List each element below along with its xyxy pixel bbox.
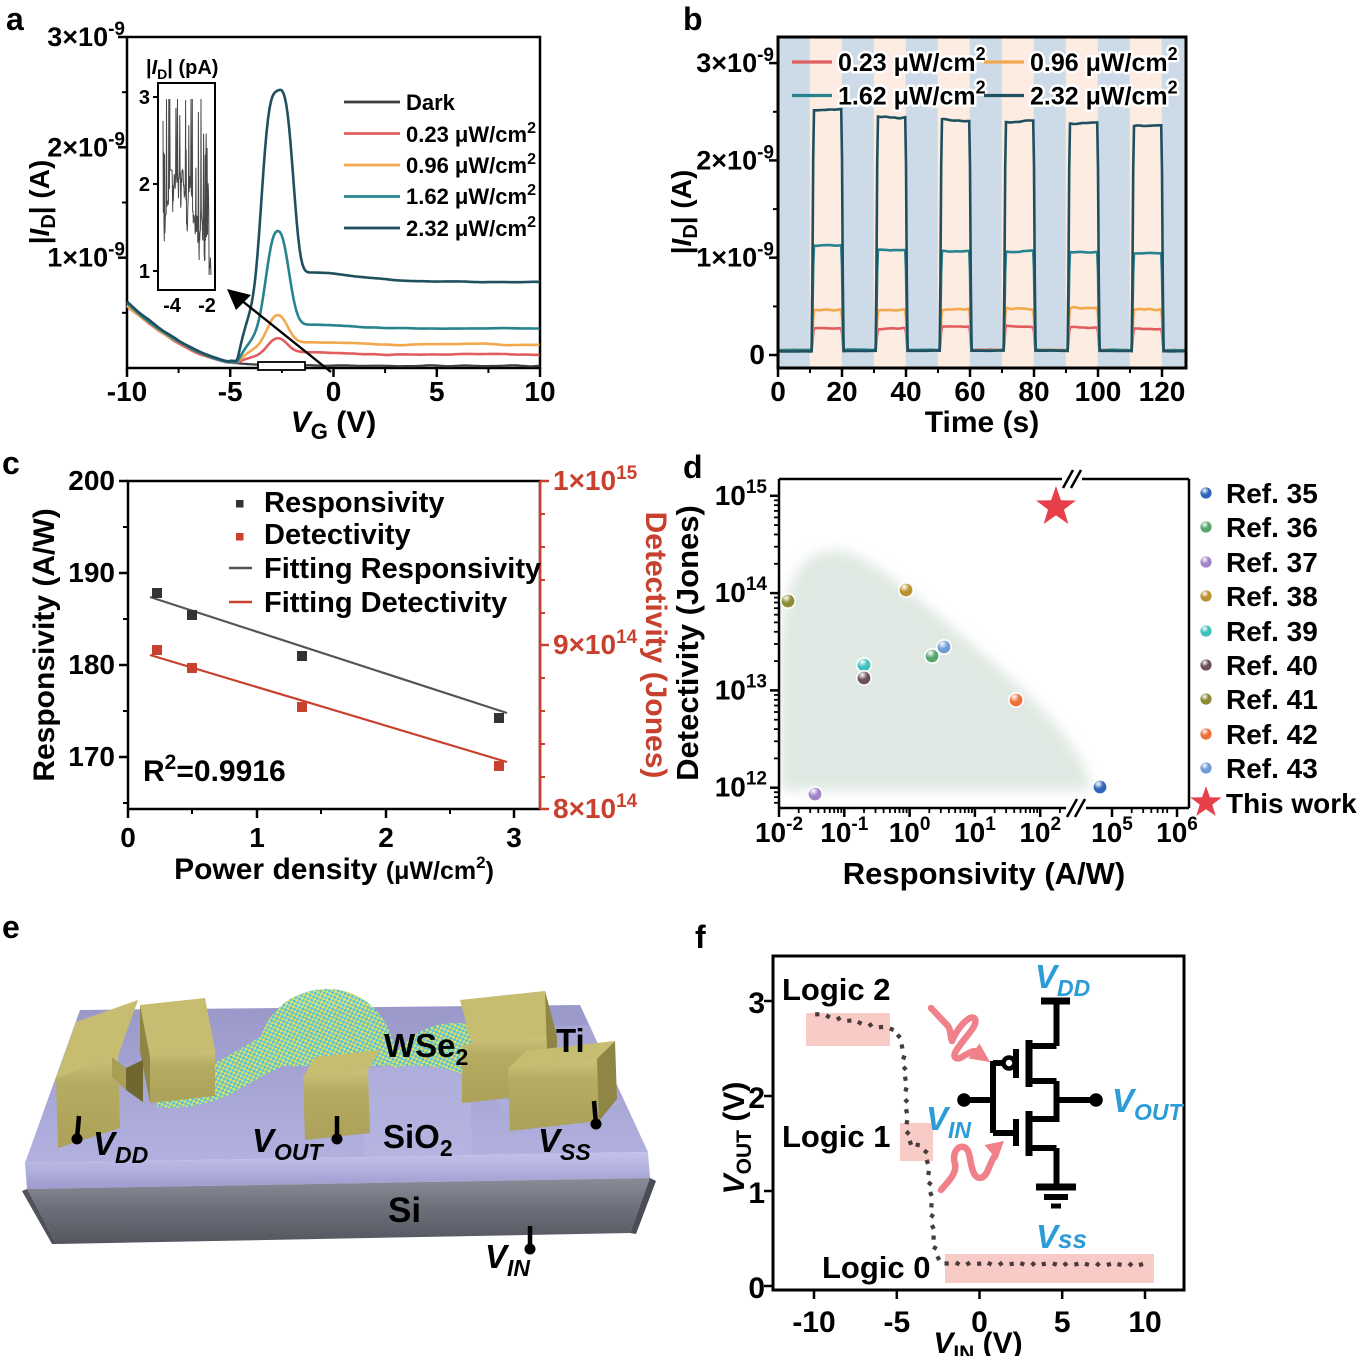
svg-text:0.96 μW/cm2: 0.96 μW/cm2 [1030, 44, 1178, 77]
svg-text:170: 170 [68, 741, 115, 772]
svg-text:Vss: Vss [1036, 1218, 1087, 1255]
svg-text:2.32 μW/cm2: 2.32 μW/cm2 [1030, 78, 1178, 111]
svg-text:Si: Si [388, 1191, 421, 1230]
svg-text:e: e [2, 909, 20, 945]
svg-text:-2: -2 [198, 295, 216, 317]
svg-text:VG (V): VG (V) [291, 406, 376, 444]
svg-text:1015: 1015 [715, 477, 768, 511]
svg-text:f: f [695, 919, 706, 955]
svg-text:Detectivity (Jones): Detectivity (Jones) [670, 505, 705, 781]
svg-text:1: 1 [249, 822, 265, 853]
svg-text:9×1014: 9×1014 [553, 627, 638, 660]
svg-text:190: 190 [68, 557, 115, 588]
svg-text:0: 0 [326, 376, 342, 407]
svg-text:0.23 μW/cm2: 0.23 μW/cm2 [838, 44, 986, 77]
svg-text:Ref. 41: Ref. 41 [1226, 684, 1318, 715]
svg-text:Logic 1: Logic 1 [782, 1119, 891, 1154]
svg-text:-10: -10 [107, 376, 147, 407]
svg-text:5: 5 [1054, 1306, 1071, 1339]
svg-text:0: 0 [748, 1272, 765, 1305]
svg-text:Ref. 38: Ref. 38 [1226, 581, 1318, 612]
svg-text:a: a [6, 1, 24, 37]
svg-text:2: 2 [748, 1082, 765, 1115]
svg-text:-4: -4 [163, 295, 182, 317]
svg-text:2: 2 [139, 174, 150, 196]
svg-text:|ID| (A): |ID| (A) [24, 160, 60, 245]
svg-text:Detectivity: Detectivity [264, 519, 411, 551]
svg-text:Ti: Ti [556, 1022, 585, 1059]
svg-text:40: 40 [890, 376, 921, 407]
svg-text:80: 80 [1018, 376, 1049, 407]
svg-text:Ref. 43: Ref. 43 [1226, 753, 1318, 784]
svg-text:Ref. 36: Ref. 36 [1226, 512, 1318, 543]
svg-text:Responsivity (A/W): Responsivity (A/W) [28, 508, 61, 781]
svg-text:b: b [683, 1, 703, 37]
svg-text:-10: -10 [792, 1306, 835, 1339]
svg-text:1.62 μW/cm2: 1.62 μW/cm2 [838, 78, 986, 111]
svg-text:Fitting Detectivity: Fitting Detectivity [264, 587, 507, 619]
svg-text:0: 0 [971, 1306, 988, 1339]
svg-text:180: 180 [68, 649, 115, 680]
svg-text:Fitting Responsivity: Fitting Responsivity [264, 553, 541, 585]
svg-text:Time (s): Time (s) [925, 406, 1039, 439]
svg-text:Responsivity (A/W): Responsivity (A/W) [843, 856, 1125, 891]
svg-text:10: 10 [1128, 1306, 1161, 1339]
svg-text:R2=0.9916: R2=0.9916 [143, 751, 286, 788]
svg-text:120: 120 [1139, 376, 1186, 407]
svg-text:20: 20 [826, 376, 857, 407]
svg-text:Ref. 40: Ref. 40 [1226, 650, 1318, 681]
svg-text:-5: -5 [218, 376, 243, 407]
svg-text:10-1: 10-1 [820, 814, 868, 848]
svg-text:0: 0 [120, 822, 136, 853]
svg-text:0: 0 [749, 339, 765, 370]
svg-text:Ref. 35: Ref. 35 [1226, 478, 1318, 509]
svg-text:10-2: 10-2 [755, 814, 803, 848]
svg-text:3: 3 [506, 822, 522, 853]
svg-text:VIN (V): VIN (V) [933, 1327, 1022, 1356]
svg-text:VOUT (V): VOUT (V) [718, 1082, 756, 1195]
svg-text:0.23 μW/cm2: 0.23 μW/cm2 [406, 120, 536, 147]
svg-text:c: c [2, 445, 20, 481]
svg-text:VDD: VDD [93, 1125, 148, 1168]
svg-text:5: 5 [429, 376, 445, 407]
svg-text:-5: -5 [883, 1306, 910, 1339]
svg-text:2: 2 [378, 822, 394, 853]
svg-text:|ID| (pA): |ID| (pA) [146, 57, 218, 82]
svg-text:1: 1 [748, 1177, 765, 1210]
svg-text:3: 3 [748, 987, 765, 1020]
svg-text:60: 60 [954, 376, 985, 407]
svg-text:Responsivity: Responsivity [264, 487, 445, 519]
svg-text:0.96 μW/cm2: 0.96 μW/cm2 [406, 151, 536, 178]
svg-text:1013: 1013 [715, 671, 767, 705]
svg-text:10: 10 [524, 376, 555, 407]
svg-text:This work: This work [1226, 788, 1357, 819]
svg-text:Dark: Dark [406, 90, 456, 115]
svg-text:WSe2: WSe2 [384, 1027, 468, 1070]
svg-text:Logic 0: Logic 0 [822, 1250, 931, 1285]
svg-text:Ref. 42: Ref. 42 [1226, 719, 1318, 750]
svg-text:Power density (μW/cm2): Power density (μW/cm2) [174, 853, 494, 886]
svg-text:d: d [683, 449, 703, 485]
svg-text:Ref. 37: Ref. 37 [1226, 547, 1318, 578]
svg-text:Ref. 39: Ref. 39 [1226, 616, 1318, 647]
svg-text:200: 200 [68, 465, 115, 496]
svg-text:102: 102 [1019, 814, 1061, 848]
svg-text:|ID| (A): |ID| (A) [666, 170, 702, 255]
svg-text:0: 0 [770, 376, 786, 407]
svg-text:Detectivity (Jones): Detectivity (Jones) [639, 512, 672, 779]
svg-text:100: 100 [1075, 376, 1122, 407]
svg-text:2.32 μW/cm2: 2.32 μW/cm2 [406, 214, 536, 241]
svg-text:3: 3 [139, 87, 150, 109]
svg-text:1: 1 [139, 261, 150, 283]
svg-text:Logic 2: Logic 2 [782, 972, 891, 1007]
svg-text:1.62 μW/cm2: 1.62 μW/cm2 [406, 182, 536, 209]
